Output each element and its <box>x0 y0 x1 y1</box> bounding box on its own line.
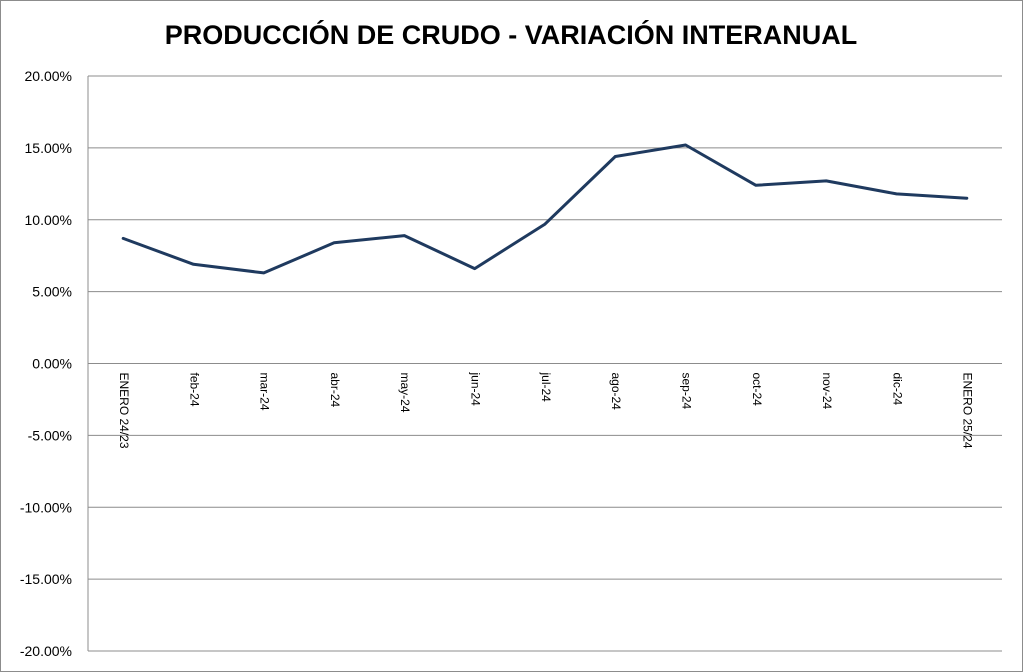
x-tick-label: dic-24 <box>890 373 904 406</box>
chart-title: PRODUCCIÓN DE CRUDO - VARIACIÓN INTERANU… <box>165 19 858 50</box>
series-layer <box>121 143 969 275</box>
data-point <box>473 267 476 270</box>
data-point <box>121 237 125 240</box>
x-tick-label: feb-24 <box>187 373 201 407</box>
y-axis-tick-labels: 20.00% 15.00% 10.00% 5.00% 0.00% -5.00% -10.00… <box>20 68 72 659</box>
data-point <box>684 143 687 147</box>
data-point <box>965 196 969 200</box>
x-tick-label: oct-24 <box>750 373 764 407</box>
x-tick-label: jul-24 <box>539 372 553 403</box>
data-point <box>614 155 617 158</box>
y-tick-label: -5.00% <box>28 427 72 443</box>
x-tick-label: abr-24 <box>328 373 342 408</box>
x-tick-label: sep-24 <box>679 373 693 410</box>
y-tick-label: 5.00% <box>32 284 72 300</box>
data-point <box>403 234 406 237</box>
gridlines <box>88 75 1002 652</box>
x-axis-tick-labels: ENERO 24/23 feb-24 mar-24 abr-24 may-24 jun-2… <box>117 372 975 449</box>
x-tick-label: may-24 <box>398 373 412 413</box>
data-point <box>825 179 828 183</box>
x-tick-label: jun-24 <box>469 372 483 407</box>
data-point <box>332 241 336 244</box>
x-tick-label: ago-24 <box>609 373 623 411</box>
data-point <box>192 263 195 266</box>
y-tick-label: -10.00% <box>20 499 72 515</box>
y-tick-label: 20.00% <box>25 68 72 84</box>
y-tick-label: -20.00% <box>20 643 72 659</box>
y-tick-label: 0.00% <box>32 356 72 372</box>
data-point <box>262 271 265 275</box>
x-tick-label: ENERO 25/24 <box>961 373 975 449</box>
data-point <box>543 222 547 226</box>
y-tick-label: -15.00% <box>20 571 72 587</box>
y-tick-label: 15.00% <box>25 140 72 156</box>
data-point <box>895 192 898 196</box>
series-line <box>121 143 969 275</box>
x-tick-label: mar-24 <box>258 373 272 411</box>
data-point <box>754 184 758 187</box>
y-tick-label: 10.00% <box>25 212 72 228</box>
x-tick-label: nov-24 <box>820 373 834 410</box>
x-tick-label: ENERO 24/23 <box>117 373 131 449</box>
